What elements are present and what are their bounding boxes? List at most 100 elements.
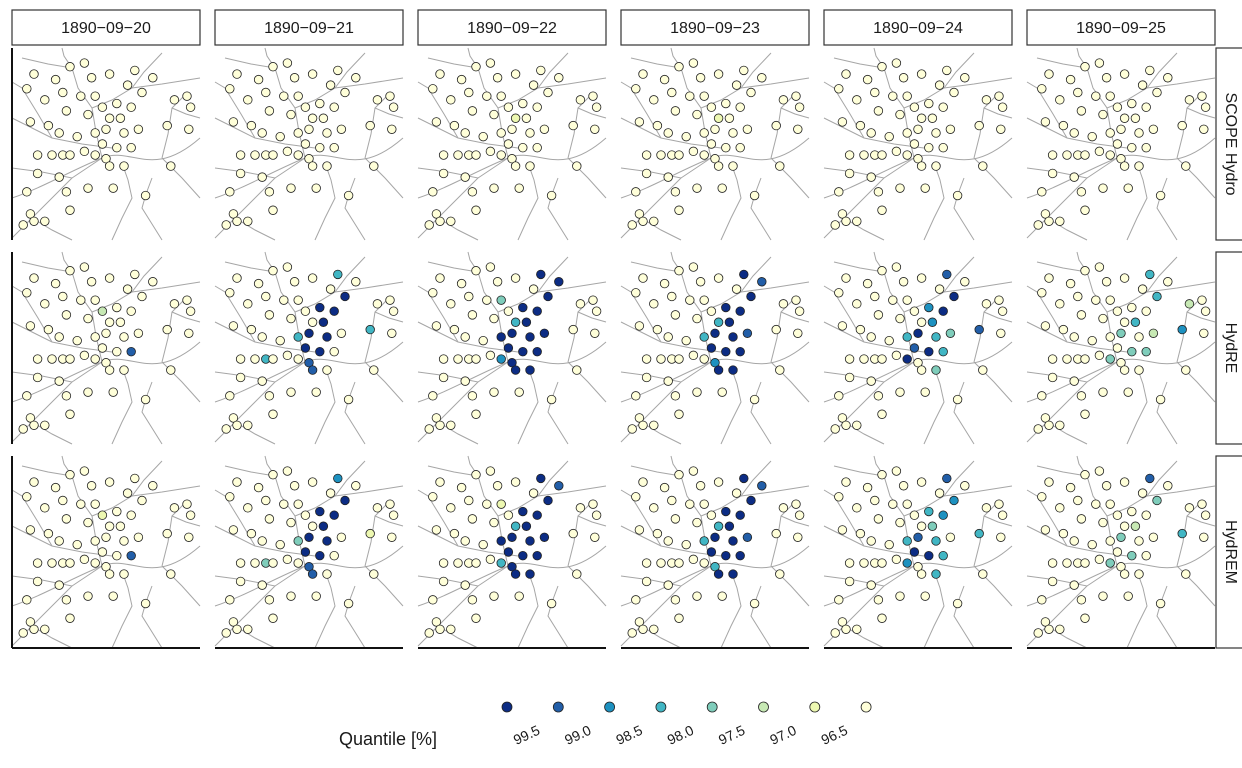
- station: [631, 288, 641, 298]
- station: [688, 58, 699, 68]
- station: [289, 73, 300, 83]
- station: [913, 154, 923, 164]
- station: [902, 150, 912, 160]
- station: [282, 350, 293, 361]
- station: [554, 73, 564, 83]
- station: [61, 514, 72, 524]
- station: [791, 91, 801, 101]
- station: [97, 510, 108, 520]
- station: [307, 521, 318, 531]
- station: [543, 87, 553, 98]
- legend-swatch: [706, 701, 718, 713]
- station: [757, 277, 767, 287]
- station: [699, 91, 709, 101]
- station: [706, 343, 717, 353]
- station: [482, 499, 492, 509]
- station: [710, 154, 720, 164]
- station: [525, 161, 535, 171]
- panels: 1890−09−20 1890−09−21 1890−09−22 1890−09−23…: [11, 9, 1242, 649]
- station: [706, 306, 717, 316]
- station: [148, 481, 158, 491]
- station: [228, 321, 239, 331]
- station: [90, 536, 100, 546]
- station: [286, 387, 296, 397]
- station: [638, 216, 648, 226]
- station: [1199, 124, 1209, 134]
- station: [866, 172, 876, 182]
- station: [54, 332, 64, 342]
- station: [257, 128, 267, 138]
- station: [924, 98, 934, 109]
- station: [994, 499, 1004, 509]
- station: [1105, 558, 1115, 568]
- station: [336, 532, 347, 542]
- station: [268, 558, 278, 568]
- station: [471, 409, 481, 419]
- station: [1184, 95, 1195, 105]
- station: [521, 521, 532, 531]
- station: [275, 539, 285, 550]
- station: [1116, 532, 1126, 542]
- station: [315, 302, 325, 313]
- station: [1155, 190, 1166, 201]
- station: [742, 532, 753, 542]
- station: [775, 161, 785, 171]
- station: [685, 295, 695, 305]
- station: [79, 554, 90, 565]
- station: [235, 150, 246, 160]
- station: [54, 536, 64, 546]
- station: [485, 146, 496, 157]
- station: [902, 128, 912, 138]
- station: [532, 346, 542, 357]
- station: [61, 106, 72, 116]
- station: [1094, 58, 1105, 68]
- station: [518, 550, 528, 561]
- legend-swatch: [758, 701, 769, 713]
- station: [40, 216, 50, 226]
- station: [351, 277, 361, 287]
- station: [307, 69, 318, 79]
- station: [112, 98, 122, 109]
- station: [282, 554, 293, 565]
- station: [137, 291, 147, 302]
- station: [1119, 273, 1130, 283]
- station: [681, 131, 691, 142]
- station: [996, 124, 1006, 134]
- station: [981, 503, 992, 513]
- station: [859, 150, 869, 160]
- station: [268, 470, 278, 480]
- station: [340, 291, 350, 302]
- station: [902, 354, 912, 364]
- station: [674, 354, 684, 364]
- column-strip: [620, 9, 810, 46]
- panel: [620, 251, 810, 445]
- station: [104, 569, 115, 579]
- station: [101, 532, 111, 542]
- station: [286, 109, 296, 120]
- station: [728, 161, 738, 171]
- station: [29, 273, 39, 283]
- station: [877, 266, 887, 276]
- row-strip: [1215, 47, 1242, 241]
- legend-swatch: [809, 701, 821, 713]
- station: [735, 510, 745, 520]
- station: [86, 277, 97, 287]
- station: [90, 354, 100, 364]
- station: [649, 299, 659, 309]
- station: [634, 617, 645, 627]
- station: [315, 506, 325, 517]
- station: [496, 295, 506, 305]
- station: [902, 499, 912, 509]
- station: [1123, 591, 1133, 601]
- station: [749, 394, 760, 405]
- station: [656, 354, 666, 364]
- station: [32, 372, 43, 383]
- panel: [214, 251, 404, 445]
- station: [315, 142, 325, 153]
- station: [90, 499, 100, 509]
- station: [126, 346, 136, 357]
- station: [1119, 365, 1130, 375]
- station: [1119, 477, 1130, 487]
- station: [184, 328, 194, 338]
- station: [1152, 495, 1162, 506]
